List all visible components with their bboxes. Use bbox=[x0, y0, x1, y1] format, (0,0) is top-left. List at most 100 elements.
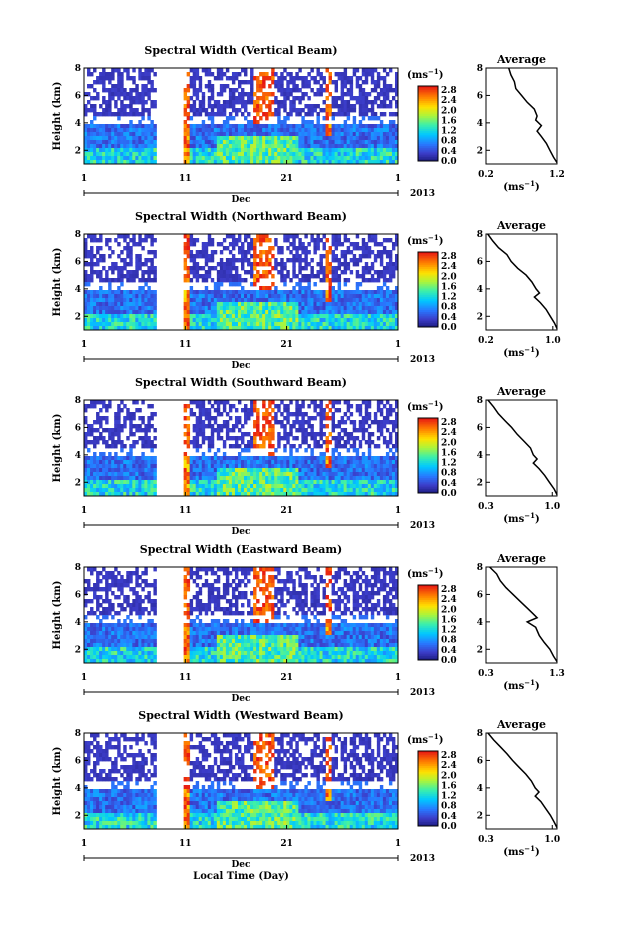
heatmap-cell bbox=[147, 88, 151, 93]
heatmap-cell bbox=[382, 132, 387, 137]
heatmap-cell bbox=[210, 140, 215, 145]
heatmap-cell bbox=[325, 238, 329, 243]
heatmap-cell bbox=[105, 456, 109, 461]
heatmap-cell bbox=[331, 136, 335, 141]
heatmap-cell bbox=[325, 290, 329, 295]
heatmap-cell bbox=[108, 72, 112, 77]
heatmap-cell bbox=[96, 492, 100, 497]
heatmap-cell bbox=[304, 298, 308, 303]
heatmap-cell bbox=[259, 258, 263, 263]
heatmap-cell bbox=[346, 100, 351, 105]
heatmap-cell bbox=[228, 124, 233, 129]
heatmap-cell bbox=[313, 144, 317, 149]
heatmap-cell bbox=[328, 112, 332, 117]
heatmap-cell bbox=[388, 132, 393, 137]
heatmap-cell bbox=[289, 92, 293, 97]
heatmap-cell bbox=[280, 258, 284, 263]
heatmap-cell bbox=[129, 132, 133, 137]
heatmap-cell bbox=[231, 428, 236, 433]
heatmap-cell bbox=[370, 124, 375, 129]
heatmap-cell bbox=[274, 258, 278, 263]
colorbar-unit-exp: −1 bbox=[428, 233, 439, 242]
heatmap-cell bbox=[231, 464, 236, 469]
heatmap-cell bbox=[328, 314, 332, 319]
heatmap-cell bbox=[150, 266, 154, 271]
heatmap-cell bbox=[337, 112, 342, 117]
heatmap-cell bbox=[253, 468, 257, 473]
heatmap-cell bbox=[96, 92, 100, 97]
heatmap-cell bbox=[153, 436, 157, 441]
heatmap-cell bbox=[213, 152, 218, 157]
heatmap-cell bbox=[132, 480, 136, 485]
heatmap-cell bbox=[216, 132, 221, 137]
colorbar-segment bbox=[418, 101, 438, 104]
heatmap-cell bbox=[322, 432, 326, 437]
heatmap-cell bbox=[277, 294, 281, 299]
heatmap-cell bbox=[150, 484, 154, 489]
heatmap-cell bbox=[231, 488, 236, 493]
heatmap-cell bbox=[105, 416, 109, 421]
heatmap-cell bbox=[364, 266, 369, 271]
heatmap-cell bbox=[394, 84, 399, 89]
heatmap-cell bbox=[334, 468, 339, 473]
heatmap-cell bbox=[283, 116, 287, 121]
heatmap-cell bbox=[99, 246, 103, 251]
heatmap-cell bbox=[361, 246, 366, 251]
heatmap-cell bbox=[201, 104, 206, 109]
heatmap-cell bbox=[216, 76, 221, 81]
heatmap-cell bbox=[298, 124, 302, 129]
heatmap-cell bbox=[292, 132, 296, 137]
heatmap-cell bbox=[231, 318, 236, 323]
heatmap-cell bbox=[307, 322, 311, 327]
heatmap-cell bbox=[265, 254, 269, 259]
heatmap-cell bbox=[111, 152, 115, 157]
heatmap-cell bbox=[295, 128, 299, 133]
heatmap-cell bbox=[289, 456, 293, 461]
heatmap-cell bbox=[126, 104, 130, 109]
average-profile-line bbox=[487, 233, 558, 329]
heatmap-cell bbox=[310, 468, 314, 473]
heatmap-cell bbox=[304, 492, 308, 497]
heatmap-cell bbox=[316, 104, 320, 109]
heatmap-cell bbox=[192, 440, 197, 445]
heatmap-cell bbox=[253, 488, 257, 493]
heatmap-cell bbox=[274, 456, 278, 461]
heatmap-cell bbox=[132, 456, 136, 461]
heatmap-cell bbox=[277, 408, 281, 413]
heatmap-cell bbox=[316, 80, 320, 85]
heatmap-cell bbox=[141, 436, 145, 441]
heatmap-cell bbox=[102, 452, 106, 457]
heatmap-cell bbox=[304, 250, 308, 255]
heatmap-cell bbox=[259, 436, 263, 441]
heatmap-cell bbox=[198, 420, 203, 425]
heatmap-cell bbox=[274, 488, 278, 493]
heatmap-cell bbox=[195, 460, 200, 465]
heatmap-cell bbox=[129, 112, 133, 117]
heatmap-cell bbox=[222, 274, 227, 279]
heatmap-cell bbox=[247, 322, 251, 327]
heatmap-cell bbox=[189, 464, 194, 469]
heatmap-cell bbox=[343, 144, 348, 149]
heatmap-cell bbox=[129, 326, 133, 331]
heatmap-cell bbox=[280, 100, 284, 105]
heatmap-cell bbox=[138, 456, 142, 461]
heatmap-cell bbox=[265, 310, 269, 315]
heatmap-cell bbox=[216, 124, 221, 129]
heatmap-cell bbox=[247, 250, 251, 255]
heatmap-cell bbox=[292, 234, 296, 239]
average-x-axis-label-exp: −1 bbox=[524, 179, 535, 188]
heatmap-cell bbox=[195, 128, 200, 133]
heatmap-cell bbox=[222, 468, 227, 473]
heatmap-cell bbox=[391, 156, 396, 161]
heatmap-cell bbox=[228, 480, 233, 485]
heatmap-cell bbox=[222, 246, 227, 251]
heatmap-cell bbox=[198, 432, 203, 437]
heatmap-cell bbox=[391, 246, 396, 251]
heatmap-cell bbox=[219, 104, 224, 109]
heatmap-cell bbox=[90, 476, 94, 481]
heatmap-cell bbox=[313, 132, 317, 137]
heatmap-cell bbox=[301, 318, 305, 323]
heatmap-cell bbox=[340, 420, 345, 425]
heatmap-cell bbox=[373, 88, 378, 93]
colorbar-label: 1.2 bbox=[441, 127, 457, 137]
